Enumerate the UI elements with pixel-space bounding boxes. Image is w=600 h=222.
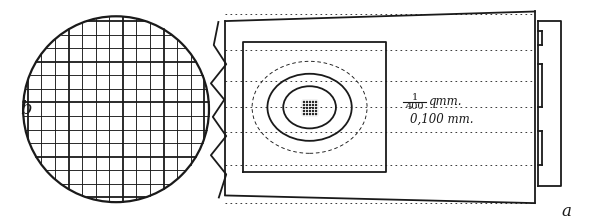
Text: 400: 400 xyxy=(406,101,424,111)
Text: 0,100 mm.: 0,100 mm. xyxy=(410,112,473,125)
Bar xyxy=(302,100,317,115)
Text: a: a xyxy=(562,203,571,220)
Text: 1: 1 xyxy=(412,93,418,101)
Text: b: b xyxy=(20,100,32,118)
Text: qmm.: qmm. xyxy=(430,95,463,108)
